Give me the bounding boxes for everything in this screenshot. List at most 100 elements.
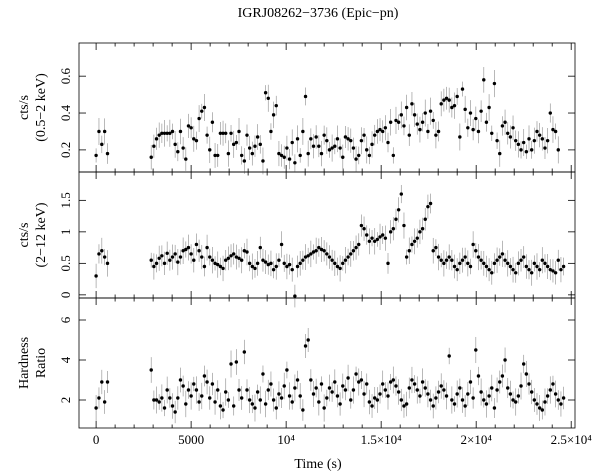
data-point <box>540 408 545 412</box>
data-point <box>450 398 454 402</box>
data-point <box>105 261 110 266</box>
data-point <box>519 384 523 388</box>
data-point <box>343 135 348 139</box>
data-point <box>226 398 231 402</box>
data-point <box>468 111 473 115</box>
data-point <box>253 266 257 271</box>
data-point <box>388 380 393 384</box>
data-point <box>474 348 478 352</box>
data-point <box>365 148 369 152</box>
data-point <box>319 247 324 252</box>
data-point <box>535 264 539 269</box>
data-point <box>524 264 529 269</box>
data-point <box>325 138 329 143</box>
data-point <box>239 396 244 400</box>
data-point <box>548 111 552 115</box>
data-point <box>165 251 169 255</box>
data-point <box>394 118 398 123</box>
data-point <box>202 374 207 378</box>
data-point <box>521 255 526 259</box>
data-point <box>365 382 369 386</box>
data-point <box>192 137 196 141</box>
data-point <box>279 242 284 247</box>
data-point <box>524 372 529 376</box>
data-point <box>319 151 324 156</box>
y-tick-label: 0.2 <box>58 142 73 158</box>
data-point <box>354 157 358 161</box>
data-point <box>186 245 191 250</box>
data-point <box>378 235 382 239</box>
data-point <box>173 142 177 147</box>
data-point <box>218 131 223 135</box>
data-point <box>529 390 534 394</box>
data-point <box>428 109 433 113</box>
data-point <box>561 264 566 269</box>
data-point <box>152 144 156 148</box>
data-point <box>287 157 292 161</box>
data-point <box>436 255 441 259</box>
data-point <box>349 138 353 143</box>
data-point <box>231 142 236 147</box>
data-point <box>173 410 177 414</box>
data-point <box>303 94 308 99</box>
x-axis-label: Time (s) <box>294 457 342 471</box>
data-point <box>540 258 545 262</box>
data-point <box>170 404 175 408</box>
data-point <box>269 382 273 386</box>
data-point <box>94 153 98 158</box>
data-point <box>553 271 558 275</box>
data-point <box>105 380 110 384</box>
data-point <box>487 394 491 398</box>
data-point <box>239 153 244 158</box>
data-point <box>431 118 435 123</box>
data-point <box>479 109 483 113</box>
data-point <box>170 129 175 134</box>
data-point <box>102 129 107 134</box>
data-point <box>226 151 231 156</box>
y-axis-label: Hardness Ratio <box>17 337 49 389</box>
data-point <box>229 131 233 135</box>
data-point <box>357 242 361 247</box>
data-point <box>216 388 220 392</box>
data-point <box>463 255 467 259</box>
data-point <box>351 146 356 150</box>
data-point <box>439 102 443 106</box>
data-point <box>237 129 241 134</box>
data-point <box>341 384 345 388</box>
data-point <box>351 249 356 253</box>
data-point <box>372 133 377 137</box>
data-point <box>559 402 563 406</box>
data-point <box>426 204 430 209</box>
data-point <box>514 271 518 275</box>
data-point <box>303 344 308 348</box>
data-point <box>468 380 473 384</box>
data-point <box>181 249 185 253</box>
data-point <box>311 392 316 396</box>
data-point <box>404 255 409 259</box>
data-point <box>466 126 470 130</box>
x-tick-label: 2.5×10⁴ <box>551 432 593 447</box>
data-point <box>170 255 175 259</box>
data-point <box>202 264 207 269</box>
data-point <box>245 133 249 137</box>
data-point <box>335 264 340 269</box>
data-point <box>234 255 239 259</box>
data-point <box>420 227 425 231</box>
data-point <box>218 404 223 408</box>
data-point <box>506 131 510 135</box>
data-point <box>258 398 262 402</box>
data-point <box>242 159 247 163</box>
data-point <box>279 396 284 400</box>
data-point <box>524 150 529 154</box>
data-point <box>282 155 286 159</box>
panel-frame <box>78 171 576 299</box>
data-point <box>388 120 393 124</box>
y-tick-label: 2 <box>58 397 73 404</box>
data-point <box>495 258 499 262</box>
data-point <box>372 239 377 243</box>
data-point <box>474 116 478 121</box>
data-point <box>540 137 545 141</box>
data-point <box>290 267 294 272</box>
data-point <box>192 382 196 386</box>
